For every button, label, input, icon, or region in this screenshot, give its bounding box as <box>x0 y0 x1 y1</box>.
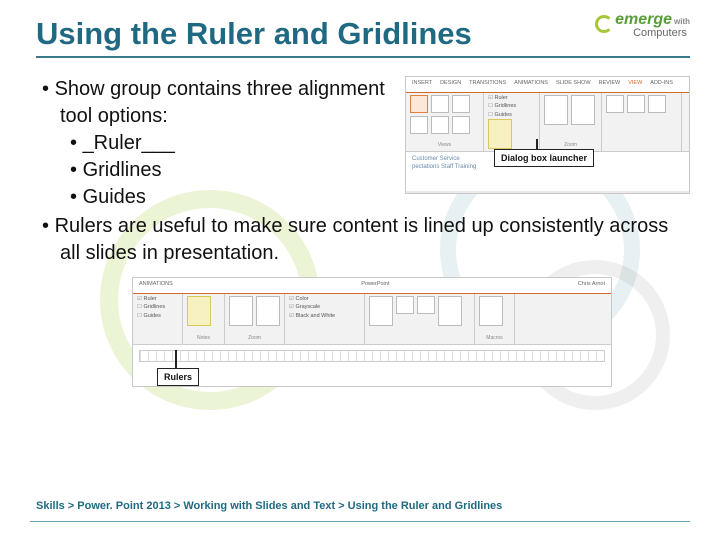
check: Gridlines <box>137 304 178 311</box>
fit-icon <box>571 95 595 125</box>
content: Show group contains three alignment tool… <box>36 76 690 387</box>
window-icon <box>369 296 393 326</box>
bullet-block: Show group contains three alignment tool… <box>36 76 387 211</box>
breadcrumb: Skills > Power. Point 2013 > Working wit… <box>36 500 502 512</box>
title-text: PowerPoint <box>359 280 391 293</box>
show-checks: Ruler Gridlines Guides <box>488 95 535 119</box>
ribbon-screenshot-wide: ANIMATIONS PowerPoint Chris Arnot Ruler … <box>132 277 612 387</box>
group-label: Zoom <box>544 142 597 149</box>
label: Color <box>289 296 360 303</box>
label: Black and White <box>289 313 360 320</box>
macros-icon <box>479 296 503 326</box>
label: Macros <box>479 335 510 342</box>
user-label: Chris Arnot <box>576 280 607 293</box>
callout-label: Rulers <box>157 368 199 386</box>
tab: INSERT <box>410 79 434 92</box>
ribbon-icon <box>606 95 624 113</box>
ribbon-screenshot-small: INSERT DESIGN TRANSITIONS ANIMATIONS SLI… <box>405 76 690 194</box>
check: Gridlines <box>488 103 535 110</box>
ribbon-tabs: INSERT DESIGN TRANSITIONS ANIMATIONS SLI… <box>406 77 689 93</box>
callout-line <box>536 139 538 149</box>
bottom-rule <box>30 521 690 522</box>
logo-sub: Computers <box>633 28 690 39</box>
ribbon-tabs: ANIMATIONS PowerPoint Chris Arnot <box>133 278 611 294</box>
title-row: Using the Ruler and Gridlines emergewith… <box>36 16 690 58</box>
group-label: Views <box>410 142 479 149</box>
tab: ANIMATIONS <box>137 280 175 293</box>
zoom-icon <box>229 296 253 326</box>
label: Notes <box>187 335 220 342</box>
tab: DESIGN <box>438 79 463 92</box>
logo-swirl-icon <box>595 15 613 33</box>
ribbon-icon <box>452 116 470 134</box>
callout-label: Dialog box launcher <box>494 149 594 167</box>
fit-icon <box>256 296 280 326</box>
slide: Using the Ruler and Gridlines emergewith… <box>0 0 720 540</box>
tab-active: VIEW <box>626 79 644 92</box>
tab: ADD-INS <box>648 79 675 92</box>
callout-line <box>175 350 177 370</box>
sub-bullet: Guides <box>70 184 387 211</box>
ruler-strip <box>139 350 605 362</box>
ribbon-icon <box>627 95 645 113</box>
notes-icon <box>488 119 512 149</box>
page-title: Using the Ruler and Gridlines <box>36 16 472 52</box>
ribbon-icon <box>410 116 428 134</box>
tab: TRANSITIONS <box>467 79 508 92</box>
ribbon-icon <box>431 116 449 134</box>
tab: ANIMATIONS <box>512 79 550 92</box>
check: Guides <box>488 112 535 119</box>
notes-icon <box>187 296 211 326</box>
sub-bullet: Gridlines <box>70 157 387 184</box>
switch-icon <box>438 296 462 326</box>
bullet: Rulers are useful to make sure content i… <box>42 213 690 267</box>
ribbon-icon <box>410 95 428 113</box>
ribbon-body: Views Ruler Gridlines Guides Show <box>406 93 689 151</box>
zoom-icon <box>544 95 568 125</box>
logo-main: emergewith <box>615 12 690 28</box>
logo-word: emerge <box>615 11 672 28</box>
sub-bullet: _Ruler___ <box>70 130 387 157</box>
ribbon-body: Ruler Gridlines Guides Notes Zoom <box>133 294 611 344</box>
ribbon-icon <box>396 296 414 314</box>
check: Ruler <box>488 95 535 102</box>
ribbon-icon <box>648 95 666 113</box>
tab: SLIDE SHOW <box>554 79 593 92</box>
check: Guides <box>137 313 178 320</box>
ribbon-icon <box>431 95 449 113</box>
logo-with: with <box>674 17 690 26</box>
ribbon-icon <box>417 296 435 314</box>
logo: emergewith Computers <box>595 12 690 39</box>
label: Grayscale <box>289 304 360 311</box>
check: Ruler <box>137 296 178 303</box>
tab: REVIEW <box>597 79 623 92</box>
bullet: Show group contains three alignment tool… <box>42 76 387 130</box>
label: Zoom <box>229 335 280 342</box>
doc-area <box>133 344 611 386</box>
ribbon-icon <box>452 95 470 113</box>
